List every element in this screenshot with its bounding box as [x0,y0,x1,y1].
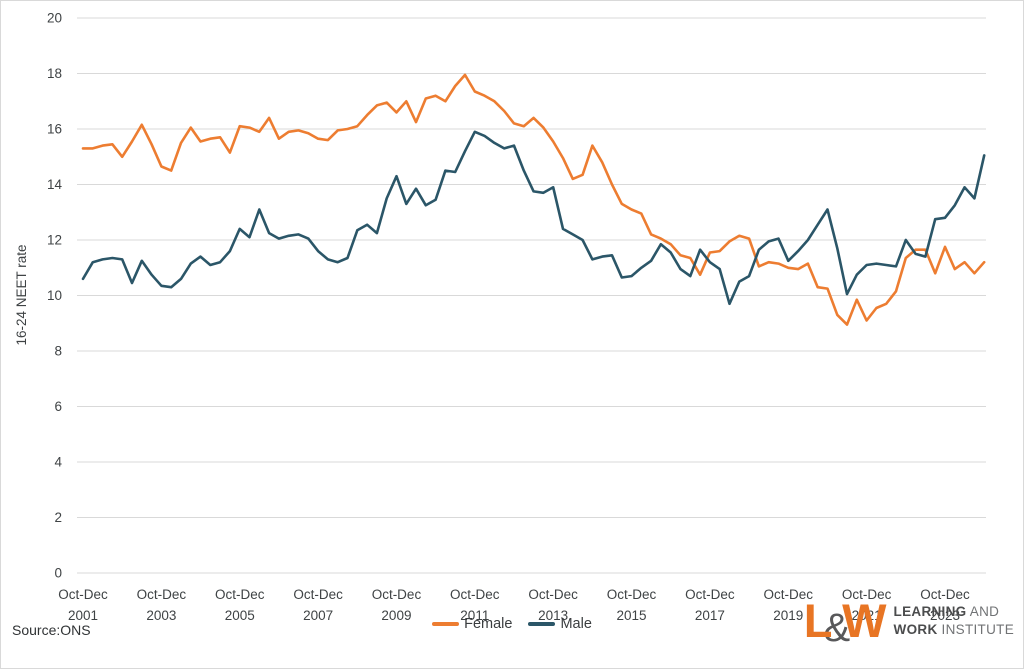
chart-footer: Source:ONS Female Male L & W LEARNING AND… [1,597,1023,668]
logo-text-line2: WORK INSTITUTE [894,621,1014,639]
y-axis-title: 16-24 NEET rate [14,244,29,345]
y-tick-label: 2 [54,510,62,525]
y-tick-label: 14 [47,177,63,192]
logo-ampersand: & [823,606,851,650]
x-tick-label: Oct-Dec 2015 [607,587,657,623]
x-tick-label: Oct-Dec 2021 [842,587,892,623]
y-tick-label: 18 [47,66,62,81]
male-series-line [81,130,986,306]
legend-item-male: Male [528,616,592,632]
legend-item-female: Female [432,616,512,632]
lw-logo: L & W LEARNING AND WORK INSTITUTE [803,594,1014,648]
y-tick-label: 6 [54,399,62,414]
x-tick-label: Oct-Dec 2009 [372,587,422,623]
x-tick-label: Oct-Dec 2011 [450,587,500,623]
logo-text-line1: LEARNING AND [894,603,1014,621]
x-tick-label: Oct-Dec 2013 [528,587,578,623]
x-tick-label: Oct-Dec 2019 [764,587,814,623]
x-tick-label: Oct-Dec 2007 [293,587,343,623]
y-tick-label: 10 [47,288,62,303]
y-tick-label: 4 [54,455,62,470]
x-tick-label: Oct-Dec 2001 [58,587,108,623]
y-tick-label: 16 [47,122,62,137]
female-series-line [81,73,986,326]
y-tick-label: 12 [47,233,62,248]
x-tick-label: Oct-Dec 2005 [215,587,265,623]
y-tick-label: 0 [54,566,62,581]
lw-logo-mark: L & W [803,594,887,648]
y-tick-label: 8 [54,344,62,359]
logo-letter-l: L [803,594,833,647]
logo-text-work: WORK [893,621,938,637]
x-tick-label: Oct-Dec 2023 [920,587,970,623]
logo-letter-w: W [842,594,886,647]
legend-label-female: Female [464,616,513,632]
source-note: Source:ONS [12,622,91,638]
logo-text-institute: INSTITUTE [937,621,1014,637]
x-tick-label: Oct-Dec 2003 [137,587,187,623]
logo-text-and: AND [966,603,1000,619]
lw-logo-text: LEARNING AND WORK INSTITUTE [894,603,1014,638]
legend-swatch-female [432,622,460,626]
legend-label-male: Male [560,616,592,632]
x-tick-label: Oct-Dec 2017 [685,587,735,623]
logo-text-learning: LEARNING [893,603,967,619]
legend: Female Male [1,616,1023,632]
legend-swatch-male [528,622,556,626]
neet-rate-line-chart: 0 2 4 6 8 10 12 14 16 18 20 Oct-Dec 2001 Oct-Dec 2003 O… [14,11,986,623]
y-tick-label: 20 [47,11,62,26]
